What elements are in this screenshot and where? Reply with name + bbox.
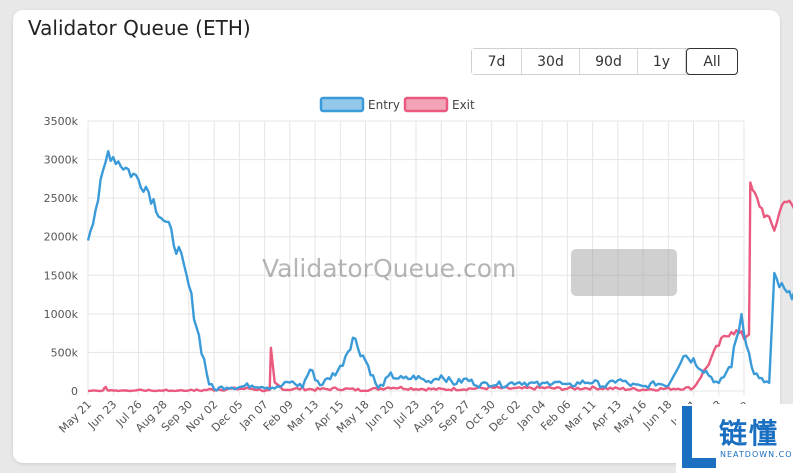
series-line-exit[interactable] xyxy=(87,181,793,393)
legend-exit-swatch[interactable] xyxy=(403,96,449,113)
logo-subtext: NEATDOWN.COM xyxy=(720,450,793,459)
y-tick-label: 3500k xyxy=(44,115,79,128)
range-all-button[interactable]: All xyxy=(686,48,738,75)
y-axis: 0 500k 1000k 1500k 2000k 2500k 3000k 3500k xyxy=(44,115,79,398)
range-30d-button[interactable]: 30d xyxy=(522,49,580,74)
y-tick-label: 2000k xyxy=(44,231,79,244)
watermark-text: ValidatorQueue.com xyxy=(262,254,516,283)
logo-area xyxy=(676,404,793,473)
legend-exit-label[interactable]: Exit xyxy=(452,98,475,112)
y-tick-label: 3000k xyxy=(44,154,79,167)
tooltip-overlay xyxy=(571,249,677,296)
y-tick-label: 1000k xyxy=(44,308,79,321)
chart-title: Validator Queue (ETH) xyxy=(28,16,251,40)
series-line-entry[interactable] xyxy=(86,150,793,392)
x-tick-label: May 21 xyxy=(56,398,94,436)
series-layer xyxy=(86,150,793,393)
legend-entry-swatch[interactable] xyxy=(319,96,365,113)
range-90d-button[interactable]: 90d xyxy=(580,49,638,74)
y-tick-label: 2500k xyxy=(44,192,79,205)
time-range-selector: 7d 30d 90d 1y All xyxy=(471,48,738,75)
y-tick-label: 500k xyxy=(51,346,79,359)
range-1y-button[interactable]: 1y xyxy=(638,49,686,74)
logo-mark-icon xyxy=(682,406,716,468)
legend[interactable]: Entry Exit xyxy=(319,96,475,113)
range-7d-button[interactable]: 7d xyxy=(472,49,522,74)
logo-text: 链懂 xyxy=(719,417,780,450)
legend-entry-label[interactable]: Entry xyxy=(368,98,400,112)
y-tick-label: 1500k xyxy=(44,269,79,282)
y-tick-label: 0 xyxy=(71,385,78,398)
